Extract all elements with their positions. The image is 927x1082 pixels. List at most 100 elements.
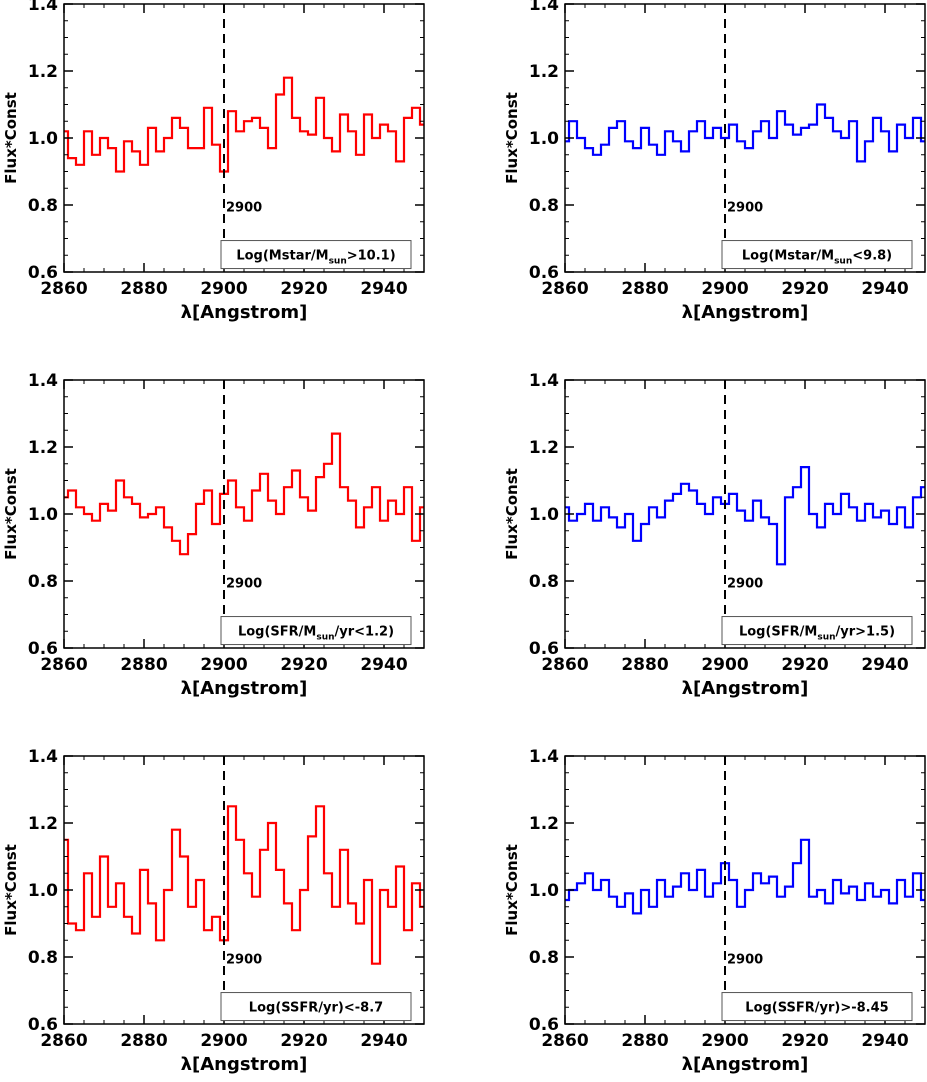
y-tick-label: 1.2 (28, 62, 58, 82)
y-tick-label: 1.0 (529, 881, 559, 901)
y-tick-label: 0.6 (529, 1015, 559, 1035)
y-axis-label: Flux*Const (503, 468, 521, 560)
y-tick-label: 1.4 (28, 371, 58, 391)
plot-frame (564, 3, 926, 273)
legend-label: Log(Mstar/Msun<9.8) (742, 249, 892, 267)
x-tick-label: 2940 (360, 655, 407, 675)
panel-5: 2860 2880 2900 2920 2940 0.6 0.8 1.0 1.2 1.4 λ[Ang… (2, 747, 425, 1075)
reference-line-label: 2900 (226, 953, 262, 968)
x-tick-label: 2860 (541, 279, 588, 299)
y-tick-label: 1.2 (529, 438, 559, 458)
x-tick-label: 2880 (621, 279, 668, 299)
x-axis-label: λ[Angstrom] (682, 678, 809, 699)
x-tick-label: 2940 (861, 279, 908, 299)
reference-line-label: 2900 (226, 201, 262, 216)
y-tick-label: 0.8 (28, 196, 58, 216)
legend-box (220, 240, 412, 270)
x-tick-label: 2860 (40, 1031, 87, 1051)
legend-box (721, 240, 913, 270)
x-axis-label: λ[Angstrom] (181, 678, 308, 699)
x-tick-label: 2860 (40, 655, 87, 675)
legend-box (721, 992, 913, 1022)
y-axis-label: Flux*Const (2, 844, 20, 936)
x-tick-label: 2920 (280, 655, 327, 675)
y-tick-label: 0.8 (529, 572, 559, 592)
spectrum-line (64, 805, 424, 965)
legend-box (721, 616, 913, 646)
legend-label: Log(SSFR/yr)>-8.45 (745, 1001, 888, 1016)
legend-label: Log(SSFR/yr)<-8.7 (249, 1001, 383, 1016)
spectrum-line (64, 76, 424, 173)
plot-frame (63, 3, 425, 273)
panel-6: 2860 2880 2900 2920 2940 0.6 0.8 1.0 1.2 1.4 λ[Ang… (503, 747, 926, 1075)
x-tick-label: 2920 (781, 279, 828, 299)
x-tick-label: 2880 (120, 1031, 167, 1051)
x-tick-label: 2880 (120, 279, 167, 299)
y-tick-label: 0.8 (28, 948, 58, 968)
x-tick-label: 2900 (200, 655, 247, 675)
y-tick-label: 1.2 (28, 814, 58, 834)
x-axis-label: λ[Angstrom] (181, 302, 308, 323)
legend: Log(Mstar/Msun>10.1) (220, 240, 412, 270)
reference-line-label: 2900 (727, 953, 763, 968)
y-tick-label: 1.4 (529, 0, 559, 15)
plot-frame (63, 755, 425, 1025)
y-tick-label: 1.0 (529, 129, 559, 149)
y-tick-label: 1.4 (529, 371, 559, 391)
y-tick-label: 0.8 (529, 196, 559, 216)
x-tick-label: 2900 (701, 1031, 748, 1051)
spectrum-line (565, 103, 925, 163)
panel-2: 2860 2880 2900 2920 2940 0.6 0.8 1.0 1.2 1.4 λ[Ang… (503, 0, 926, 323)
x-tick-label: 2860 (541, 655, 588, 675)
y-axis-label: Flux*Const (2, 92, 20, 184)
x-tick-label: 2860 (541, 1031, 588, 1051)
x-tick-label: 2920 (280, 1031, 327, 1051)
x-tick-label: 2880 (120, 655, 167, 675)
legend: Log(Mstar/Msun<9.8) (721, 240, 913, 270)
x-tick-label: 2940 (360, 1031, 407, 1051)
y-tick-label: 1.2 (529, 814, 559, 834)
legend: Log(SSFR/yr)>-8.45 (721, 992, 913, 1022)
x-tick-label: 2940 (360, 279, 407, 299)
y-tick-label: 0.6 (529, 263, 559, 283)
legend-label: Log(Mstar/Msun>10.1) (236, 249, 395, 267)
legend-box (220, 616, 412, 646)
y-tick-label: 1.0 (28, 881, 58, 901)
panel-1: 2860 2880 2900 2920 2940 0.6 0.8 1.0 1.2 1.4 λ[Ang… (2, 0, 425, 323)
y-tick-label: 1.4 (529, 747, 559, 767)
x-tick-label: 2920 (781, 655, 828, 675)
x-axis-label: λ[Angstrom] (682, 1054, 809, 1075)
spectrum-line (64, 432, 424, 556)
y-tick-label: 0.6 (28, 263, 58, 283)
legend-label: Log(SFR/Msun/yr<1.2) (238, 625, 394, 643)
y-tick-label: 0.8 (529, 948, 559, 968)
legend-label: Log(SFR/Msun/yr>1.5) (739, 625, 895, 643)
y-tick-label: 1.0 (28, 505, 58, 525)
reference-line-label: 2900 (226, 577, 262, 592)
y-tick-label: 1.0 (28, 129, 58, 149)
reference-line-label: 2900 (727, 201, 763, 216)
y-tick-label: 1.4 (28, 0, 58, 15)
legend: Log(SSFR/yr)<-8.7 (220, 992, 412, 1022)
y-tick-label: 1.2 (28, 438, 58, 458)
x-tick-label: 2860 (40, 279, 87, 299)
y-axis-label: Flux*Const (503, 844, 521, 936)
legend: Log(SFR/Msun/yr>1.5) (721, 616, 913, 646)
y-tick-label: 0.6 (28, 1015, 58, 1035)
y-tick-label: 0.6 (28, 639, 58, 659)
x-tick-label: 2940 (861, 655, 908, 675)
x-tick-label: 2880 (621, 655, 668, 675)
y-axis-label: Flux*Const (503, 92, 521, 184)
y-tick-label: 0.8 (28, 572, 58, 592)
legend: Log(SFR/Msun/yr<1.2) (220, 616, 412, 646)
x-tick-label: 2900 (200, 1031, 247, 1051)
x-tick-label: 2940 (861, 1031, 908, 1051)
x-tick-label: 2880 (621, 1031, 668, 1051)
y-axis-label: Flux*Const (2, 468, 20, 560)
panel-4: 2860 2880 2900 2920 2940 0.6 0.8 1.0 1.2 1.4 λ[Ang… (503, 371, 926, 699)
x-tick-label: 2920 (280, 279, 327, 299)
reference-line-label: 2900 (727, 577, 763, 592)
x-tick-label: 2900 (701, 655, 748, 675)
y-tick-label: 0.6 (529, 639, 559, 659)
